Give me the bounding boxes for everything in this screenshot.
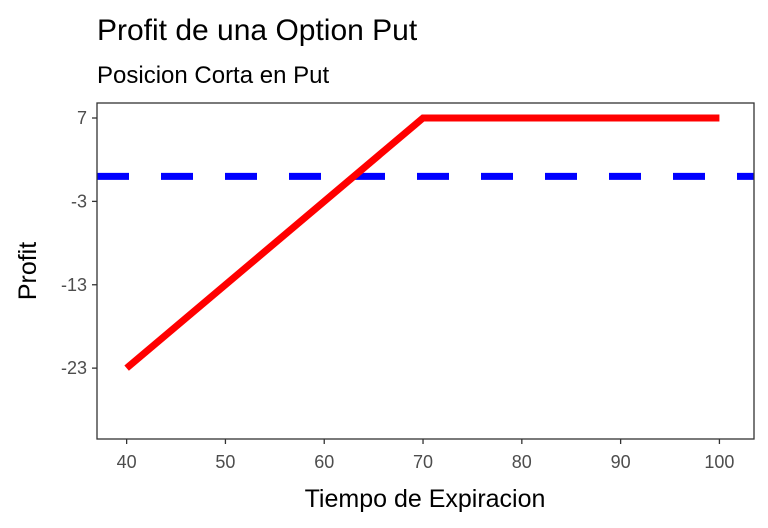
y-axis-title: Profit — [14, 242, 42, 300]
y-tick-label: -23 — [61, 358, 87, 378]
plot-border — [96, 102, 755, 440]
chart-subtitle: Posicion Corta en Put — [97, 62, 329, 89]
plot-area — [96, 102, 755, 440]
plot-background — [97, 103, 754, 439]
chart-title: Profit de una Option Put — [97, 14, 418, 47]
x-tick-label: 40 — [117, 452, 137, 472]
x-axis-title: Tiempo de Expiracion — [305, 485, 546, 513]
x-tick-label: 70 — [413, 452, 433, 472]
y-tick-label: -13 — [61, 275, 87, 295]
y-tick-label: -3 — [71, 191, 87, 211]
series-line-0 — [124, 114, 720, 371]
x-axis: 40 50 60 70 80 90 100 — [117, 439, 734, 472]
plot-data-group — [97, 114, 754, 371]
y-axis: 7 -3 -13 -23 — [61, 108, 97, 378]
x-tick-label: 90 — [611, 452, 631, 472]
x-tick-label: 100 — [704, 452, 734, 472]
y-tick-label: 7 — [77, 108, 87, 128]
x-tick-label: 60 — [314, 452, 334, 472]
x-tick-label: 80 — [512, 452, 532, 472]
x-tick-label: 50 — [215, 452, 235, 472]
